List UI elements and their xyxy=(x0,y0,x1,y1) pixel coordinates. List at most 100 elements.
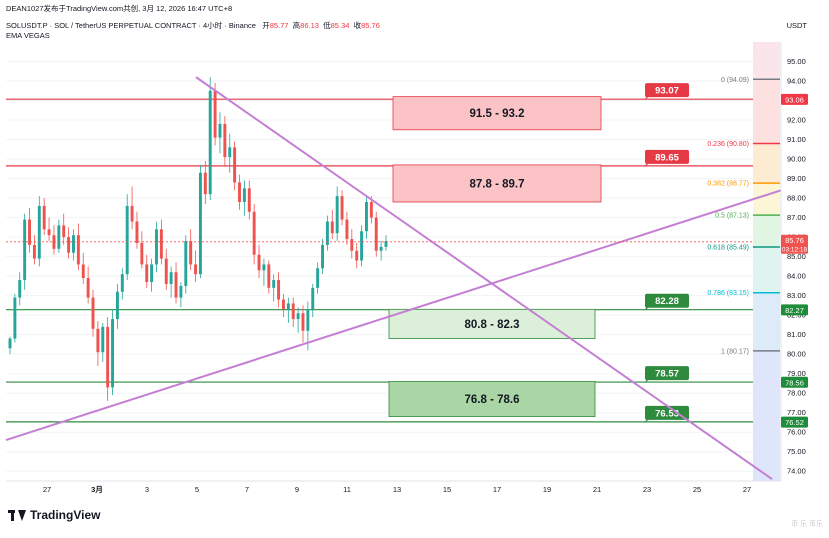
y-tick-label: 91.00 xyxy=(787,135,806,144)
axis-price-tag-text: 78.56 xyxy=(785,378,804,387)
candle-body xyxy=(213,90,217,138)
candle-body xyxy=(189,241,193,265)
candle-body xyxy=(365,201,368,232)
candle-body xyxy=(28,219,31,245)
y-tick-label: 81.00 xyxy=(787,330,806,339)
fib-band xyxy=(753,143,780,184)
candle-body xyxy=(330,221,334,234)
fib-label: 0.618 (85.49) xyxy=(707,245,749,252)
candle-body xyxy=(32,244,36,259)
candle-body xyxy=(47,229,51,236)
y-tick-label: 88.00 xyxy=(787,194,806,203)
zone-box xyxy=(388,308,596,339)
symbol-title[interactable]: SOLUSDT.P · SOL / TetherUS PERPETUAL CON… xyxy=(6,21,256,30)
x-tick-label: 13 xyxy=(393,485,401,494)
price-flag xyxy=(645,366,689,381)
fib-band xyxy=(753,183,780,216)
candle-body xyxy=(106,326,110,388)
zone-label: 87.8 - 89.7 xyxy=(470,178,525,190)
candle-body xyxy=(262,264,266,271)
y-tick-label: 90.00 xyxy=(787,155,806,164)
y-tick-label: 84.00 xyxy=(787,272,806,281)
y-tick-label: 85.00 xyxy=(787,252,806,261)
tradingview-logo[interactable]: TradingView xyxy=(8,508,100,522)
y-tick-label: 94.00 xyxy=(787,77,806,86)
candle-body xyxy=(42,205,46,230)
zone-label: 91.5 - 93.2 xyxy=(470,108,525,120)
y-tick-label: 80.00 xyxy=(787,350,806,359)
candle-body xyxy=(340,196,344,220)
candle-body xyxy=(135,221,139,243)
fib-band xyxy=(753,292,780,351)
x-tick-label: 5 xyxy=(195,485,199,494)
zone-label: 76.8 - 78.6 xyxy=(465,394,520,406)
y-tick-label: 78.00 xyxy=(787,389,806,398)
candle-body xyxy=(57,225,61,249)
price-flag xyxy=(645,405,689,420)
candle-body xyxy=(311,287,315,310)
candle-body xyxy=(111,319,115,388)
current-price-text: 85.76 xyxy=(785,236,804,245)
x-tick-label: 23 xyxy=(643,485,651,494)
candle-body xyxy=(379,246,383,251)
axis-price-tag-text: 93.06 xyxy=(785,95,804,104)
candle-body xyxy=(86,278,90,298)
y-tick-label: 76.00 xyxy=(787,428,806,437)
candle-body xyxy=(345,219,349,240)
watermark: 币 乐 币乐 xyxy=(791,521,823,528)
candle-body xyxy=(150,264,154,282)
candle-body xyxy=(23,219,27,281)
zone-box xyxy=(392,164,602,203)
candle-body xyxy=(247,188,251,212)
candle-body xyxy=(360,231,364,261)
countdown-text: 03:12:18 xyxy=(782,246,808,253)
fib-label: 0.786 (83.15) xyxy=(707,290,749,297)
indicator-label[interactable]: EMA VEGAS xyxy=(6,31,50,40)
ohlc-open: 开85.77 xyxy=(262,21,289,30)
axis-price-tag xyxy=(781,304,808,316)
candle-body xyxy=(291,303,295,320)
candle-body xyxy=(267,264,271,288)
candle-body xyxy=(301,313,305,331)
candle-body xyxy=(374,217,378,251)
candle-body xyxy=(184,241,188,286)
ohlc-low: 低85.34 xyxy=(323,21,350,30)
symbol-line: SOLUSDT.P · SOL / TetherUS PERPETUAL CON… xyxy=(6,20,380,31)
x-tick-label: 7 xyxy=(245,485,249,494)
descending-trendline xyxy=(195,76,773,480)
candle-body xyxy=(277,280,281,300)
ohlc-close: 收85.76 xyxy=(353,21,380,30)
candle-body xyxy=(286,303,290,310)
candle-body xyxy=(316,268,320,288)
x-tick-label: 3 xyxy=(145,485,149,494)
candle-body xyxy=(91,297,95,329)
candle-body xyxy=(306,309,310,331)
axis-price-tag xyxy=(781,416,808,428)
fib-label: 0.382 (88.77) xyxy=(707,181,749,188)
candle-body xyxy=(325,221,329,245)
candle-body xyxy=(101,326,105,353)
y-tick-label: 74.00 xyxy=(787,467,806,476)
zone-box xyxy=(388,381,596,418)
candle-body xyxy=(169,272,173,284)
candle-body xyxy=(228,147,232,158)
candle-body xyxy=(272,280,276,288)
publish-info: DEAN1027发布于TradingView.com共创, 3月 12, 202… xyxy=(6,4,233,13)
candle-body xyxy=(281,299,285,310)
fib-label: 0.5 (87.13) xyxy=(715,213,749,220)
axis-price-tag-text: 76.52 xyxy=(785,418,804,427)
price-flag xyxy=(645,293,689,308)
x-tick-label: 9 xyxy=(295,485,299,494)
candle-body xyxy=(252,211,256,255)
candle-body xyxy=(37,205,41,259)
candle-body xyxy=(155,229,158,265)
x-tick-label: 25 xyxy=(693,485,701,494)
x-tick-label: 27 xyxy=(743,485,751,494)
fib-label: 0 (94.09) xyxy=(721,77,749,84)
brand-name: TradingView xyxy=(30,508,101,522)
fib-band xyxy=(753,42,780,80)
candle-body xyxy=(115,291,119,320)
x-tick-label: 21 xyxy=(593,485,601,494)
